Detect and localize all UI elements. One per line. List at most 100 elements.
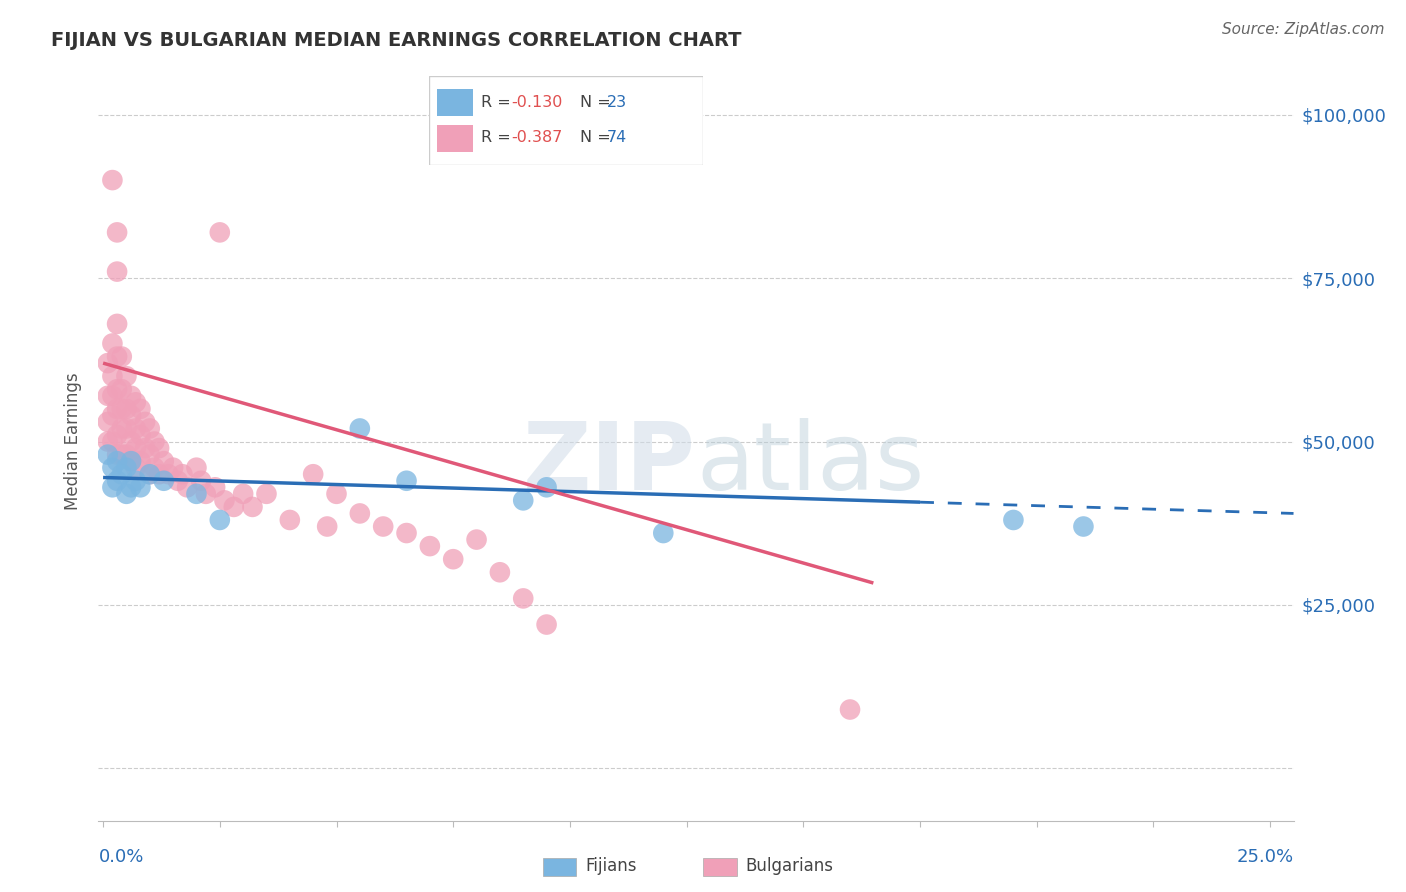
Point	[316, 519, 339, 533]
Point	[125, 460, 148, 475]
Point	[105, 264, 128, 278]
Point	[489, 566, 512, 580]
Point	[101, 389, 124, 403]
Text: ZIP: ZIP	[523, 418, 696, 510]
Point	[652, 526, 675, 541]
Text: FIJIAN VS BULGARIAN MEDIAN EARNINGS CORRELATION CHART: FIJIAN VS BULGARIAN MEDIAN EARNINGS CORR…	[51, 30, 741, 50]
Point	[1073, 519, 1095, 533]
Point	[105, 401, 128, 416]
Point	[129, 454, 152, 468]
Point	[120, 454, 142, 468]
Point	[139, 448, 162, 462]
Point	[395, 526, 418, 541]
Point	[125, 421, 148, 435]
Point	[325, 487, 347, 501]
Point	[194, 487, 217, 501]
Point	[97, 356, 120, 370]
Point	[105, 448, 128, 462]
Point	[115, 401, 138, 416]
Point	[373, 519, 395, 533]
Point	[208, 226, 231, 240]
Point	[302, 467, 325, 482]
Point	[278, 513, 301, 527]
Point	[115, 460, 138, 475]
Point	[120, 389, 142, 403]
Point	[839, 702, 862, 716]
Point	[512, 591, 534, 606]
Point	[105, 474, 128, 488]
Point	[120, 480, 142, 494]
Point	[139, 467, 162, 482]
Point	[512, 493, 534, 508]
Point	[129, 428, 152, 442]
Point	[349, 421, 371, 435]
Point	[101, 369, 124, 384]
Point	[105, 454, 128, 468]
Point	[97, 434, 120, 449]
Text: 0.0%: 0.0%	[98, 848, 143, 866]
Y-axis label: Median Earnings: Median Earnings	[65, 373, 83, 510]
Point	[256, 487, 278, 501]
Point	[111, 467, 134, 482]
Point	[120, 434, 142, 449]
Text: N =: N =	[579, 95, 616, 110]
Point	[97, 415, 120, 429]
Point	[152, 454, 174, 468]
Point	[125, 441, 148, 455]
Point	[222, 500, 245, 514]
Point	[176, 480, 198, 494]
Point	[101, 336, 124, 351]
Point	[105, 382, 128, 396]
Point	[111, 421, 134, 435]
Point	[129, 401, 152, 416]
Point	[120, 454, 142, 468]
Text: Source: ZipAtlas.com: Source: ZipAtlas.com	[1222, 22, 1385, 37]
Text: -0.387: -0.387	[512, 130, 562, 145]
Point	[115, 369, 138, 384]
Text: 23: 23	[607, 95, 627, 110]
Point	[166, 474, 188, 488]
Point	[111, 382, 134, 396]
Point	[115, 448, 138, 462]
Point	[97, 448, 120, 462]
Point	[111, 448, 134, 462]
Point	[172, 467, 194, 482]
Point	[465, 533, 488, 547]
Text: N =: N =	[579, 130, 616, 145]
Point	[134, 415, 156, 429]
Point	[101, 434, 124, 449]
Text: 74: 74	[607, 130, 627, 145]
Point	[148, 467, 170, 482]
Point	[395, 474, 418, 488]
Point	[115, 421, 138, 435]
Text: R =: R =	[481, 130, 516, 145]
Point	[105, 350, 128, 364]
Point	[214, 493, 236, 508]
Point	[125, 474, 148, 488]
Point	[204, 480, 226, 494]
Text: Fijians: Fijians	[585, 857, 637, 875]
Point	[101, 173, 124, 187]
Point	[148, 441, 170, 455]
Point	[97, 389, 120, 403]
Point	[143, 434, 166, 449]
Point	[152, 474, 174, 488]
Point	[101, 409, 124, 423]
Text: atlas: atlas	[696, 418, 924, 510]
Point	[111, 401, 134, 416]
Text: -0.130: -0.130	[512, 95, 562, 110]
Point	[536, 480, 558, 494]
Point	[536, 617, 558, 632]
Text: Bulgarians: Bulgarians	[745, 857, 834, 875]
Bar	[703, 858, 737, 876]
Point	[105, 317, 128, 331]
Point	[190, 474, 212, 488]
Point	[115, 487, 138, 501]
Bar	[543, 858, 576, 876]
Point	[441, 552, 464, 566]
Text: R =: R =	[481, 95, 516, 110]
Point	[208, 513, 231, 527]
Point	[232, 487, 254, 501]
Point	[419, 539, 441, 553]
Point	[157, 467, 180, 482]
